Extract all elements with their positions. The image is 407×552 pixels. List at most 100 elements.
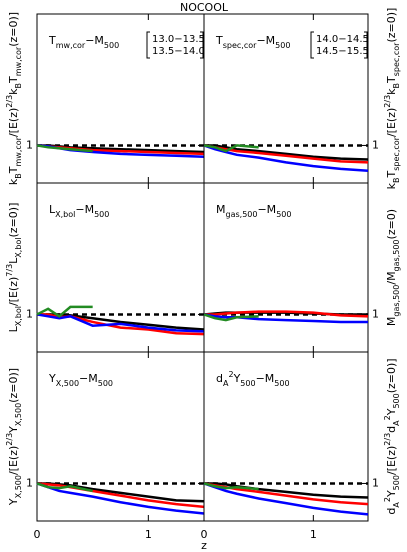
y-axis-label: dA2Y500/[E(z)2/3dA2Y500(z=0)] bbox=[383, 358, 401, 514]
y-axis-label-part: mw,cor bbox=[14, 136, 23, 166]
y-axis-label-part: d bbox=[385, 426, 398, 433]
y-axis-label-part: /[E(z) bbox=[7, 446, 20, 475]
y-axis-label: Mgas,500/Mgas,500(z=0) bbox=[385, 209, 401, 326]
y-axis-label: kBTspec,cor/[E(z)2/3kBTspec,cor(z=0)] bbox=[383, 8, 401, 190]
y-axis-label-part: B bbox=[392, 177, 401, 183]
panel-label-part: 500 bbox=[274, 379, 289, 388]
y-axis-label-part: /[E(z) bbox=[7, 277, 20, 306]
y-axis-label-part: k bbox=[7, 178, 20, 185]
y-axis-label-part: T bbox=[7, 76, 20, 84]
y-axis-label-part: (z=0)] bbox=[385, 358, 398, 393]
y-axis-label-part: 500 bbox=[392, 475, 401, 490]
y-axis-label-part: (z=0)] bbox=[7, 368, 20, 403]
series-line bbox=[203, 144, 369, 173]
y-axis-label-part: k bbox=[385, 182, 398, 189]
y-axis-label-part: B bbox=[14, 83, 23, 89]
panel-label: Tmw,cor−M500 bbox=[48, 34, 119, 50]
legend-bracket bbox=[146, 31, 150, 59]
y-axis-label-part: 2/3 bbox=[5, 95, 14, 108]
y-axis-label-part: (z=0) bbox=[385, 209, 398, 240]
chart-title: NOCOOL bbox=[180, 1, 229, 14]
series-line bbox=[204, 310, 369, 318]
series-line bbox=[203, 313, 259, 322]
y-tick-label: 1 bbox=[372, 138, 379, 151]
y-axis-label-part: spec,cor bbox=[392, 136, 401, 170]
y-axis-label-part: Y bbox=[7, 498, 20, 506]
y-tick-label: 1 bbox=[372, 476, 379, 489]
series-line bbox=[36, 313, 205, 333]
x-tick-label: 0 bbox=[34, 528, 41, 541]
panel-label: LX,bol−M500 bbox=[49, 203, 109, 219]
x-tick-label: 1 bbox=[145, 528, 152, 541]
y-axis-label-part: 2/3 bbox=[383, 433, 392, 446]
x-tick-label: 1 bbox=[310, 528, 317, 541]
y-axis-label-part: d bbox=[385, 508, 398, 515]
series-line bbox=[203, 313, 368, 324]
panel-label-part: X,500 bbox=[56, 379, 79, 388]
y-axis-label-part: /[E(z) bbox=[7, 108, 20, 137]
y-axis-label-part: Y bbox=[7, 426, 20, 434]
panel-label: YX,500−M500 bbox=[48, 372, 113, 388]
panel-frame bbox=[203, 351, 369, 522]
y-axis-label-part: gas,500 bbox=[392, 285, 401, 317]
y-tick-label: 1 bbox=[372, 307, 379, 320]
panel-label-part: 500 bbox=[94, 210, 109, 219]
y-axis-label-part: T bbox=[7, 166, 20, 174]
panel-label: dA2Y500−M500 bbox=[216, 370, 290, 388]
legend-entry: 14.5−15.5 bbox=[316, 46, 369, 57]
y-axis-label-part: spec,cor bbox=[392, 42, 401, 76]
y-axis-label-part: T bbox=[385, 170, 398, 178]
y-axis-label-part: k bbox=[385, 88, 398, 95]
y-axis-label-part: (z=0)] bbox=[385, 8, 398, 43]
panel-label-part: X,bol bbox=[55, 210, 75, 219]
panel-label-part: mw,cor bbox=[56, 41, 86, 50]
y-axis-label-part: X,bol bbox=[14, 306, 23, 326]
panel-label-part: 500 bbox=[98, 379, 113, 388]
panel-label-part: −M bbox=[75, 203, 94, 216]
panel-label-part: 500 bbox=[276, 210, 291, 219]
y-axis-label-part: /[E(z) bbox=[385, 446, 398, 475]
y-axis-label-part: A bbox=[392, 502, 401, 508]
y-axis-label-part: X,500 bbox=[14, 403, 23, 426]
y-axis-label-part: B bbox=[14, 173, 23, 179]
y-tick-label: 1 bbox=[26, 476, 33, 489]
panel-label-part: 500 bbox=[275, 41, 290, 50]
legend-bracket bbox=[200, 31, 204, 59]
y-axis-label-part: X,500 bbox=[14, 475, 23, 498]
panel-label-part: d bbox=[216, 372, 223, 385]
panel-label-part: 2 bbox=[228, 370, 233, 379]
y-axis-label-part: A bbox=[392, 420, 401, 426]
y-axis-label-part: (z=0)] bbox=[7, 203, 20, 238]
x-axis-label: z bbox=[201, 539, 207, 552]
panel-label-part: A bbox=[223, 379, 229, 388]
panel-label-part: −M bbox=[257, 203, 276, 216]
y-axis-label-part: /M bbox=[385, 271, 398, 284]
legend-entry: 13.5−14.0 bbox=[152, 46, 205, 57]
y-axis-label-part: mw,cor bbox=[14, 46, 23, 76]
panel-label-part: −M bbox=[256, 372, 275, 385]
panel-label-part: spec,cor bbox=[223, 41, 257, 50]
y-axis-label-part: L bbox=[7, 257, 20, 264]
y-axis-label-part: /[E(z) bbox=[385, 108, 398, 137]
y-axis-label-part: 500 bbox=[392, 393, 401, 408]
panel-label-part: M bbox=[216, 203, 226, 216]
panel-label-part: Y bbox=[233, 372, 241, 385]
y-axis-label: LX,bol/[E(z)7/3LX,bol(z=0)] bbox=[5, 203, 23, 333]
y-axis-label: YX,500/[E(z)2/3YX,500(z=0)] bbox=[5, 368, 23, 506]
panel-label-part: gas,500 bbox=[226, 210, 258, 219]
y-axis-label-part: 2 bbox=[383, 415, 392, 420]
y-axis-label-part: 2/3 bbox=[383, 95, 392, 108]
panel-label-part: T bbox=[215, 34, 223, 47]
y-axis-label-part: X,bol bbox=[14, 237, 23, 257]
panel-label-part: −M bbox=[85, 34, 104, 47]
panel-label-part: −M bbox=[256, 34, 275, 47]
series-line bbox=[203, 482, 369, 506]
panel-label-part: Y bbox=[48, 372, 56, 385]
series-line bbox=[203, 482, 259, 491]
y-axis-label-part: (z=0)] bbox=[7, 12, 20, 47]
legend-entry: 14.0−14.5 bbox=[316, 34, 369, 45]
series-line bbox=[203, 144, 259, 153]
y-axis-label-part: k bbox=[7, 88, 20, 95]
series-line bbox=[36, 482, 93, 493]
